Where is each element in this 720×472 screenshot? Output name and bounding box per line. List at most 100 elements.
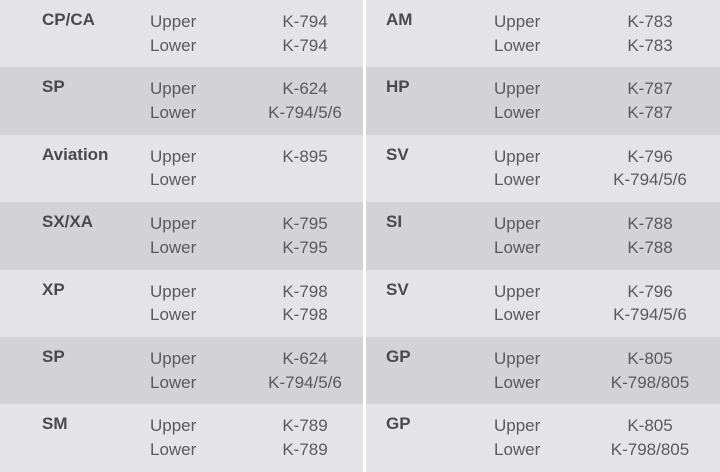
part-codes: K-794 K-794: [250, 10, 360, 57]
lower-code: K-794/5/6: [268, 372, 342, 392]
position-labels: Upper Lower: [494, 145, 540, 192]
position-labels: Upper Lower: [494, 280, 540, 327]
table-row: Aviation Upper Lower K-895: [0, 134, 363, 203]
position-labels: Upper Lower: [150, 145, 196, 192]
lower-label: Lower: [150, 170, 197, 190]
position-labels: Upper Lower: [150, 280, 196, 327]
part-codes: K-624 K-794/5/6: [250, 347, 360, 394]
lower-label: Lower: [494, 35, 541, 55]
position-labels: Upper Lower: [150, 347, 196, 394]
position-labels: Upper Lower: [494, 10, 540, 57]
lower-label: Lower: [494, 372, 541, 392]
lower-label: Lower: [150, 237, 197, 257]
position-labels: Upper Lower: [150, 10, 196, 57]
part-codes: K-895: [250, 145, 360, 169]
upper-label: Upper: [494, 416, 541, 436]
upper-label: Upper: [150, 214, 197, 234]
model-name: CP/CA: [42, 10, 95, 29]
part-codes: K-795 K-795: [250, 212, 360, 259]
upper-code: K-895: [282, 146, 328, 166]
part-codes: K-798 K-798: [250, 280, 360, 327]
model-name: SV: [386, 279, 409, 299]
table-row: SI Upper Lower K-788 K-788: [366, 202, 720, 270]
part-codes: K-783 K-783: [595, 10, 705, 57]
lower-code: K-783: [627, 35, 673, 55]
position-labels: Upper Lower: [150, 77, 196, 124]
lower-code: K-798: [282, 305, 328, 325]
lower-code: K-788: [627, 237, 673, 257]
lower-label: Lower: [150, 305, 197, 325]
lower-label: Lower: [494, 102, 541, 122]
model-name: HP: [386, 77, 410, 97]
table-row: GP Upper Lower K-805 K-798/805: [366, 404, 720, 472]
lower-label: Lower: [150, 372, 197, 392]
lower-code: K-794/5/6: [613, 305, 687, 325]
model-name: SV: [386, 144, 409, 164]
table-row: AM Upper Lower K-783 K-783: [366, 0, 720, 68]
model-name: Aviation: [42, 144, 109, 164]
lower-code: K-798/805: [610, 372, 690, 392]
upper-code: K-624: [282, 79, 328, 99]
upper-label: Upper: [150, 416, 197, 436]
upper-code: K-795: [282, 214, 328, 234]
upper-code: K-798: [282, 281, 328, 301]
lower-code: K-789: [282, 439, 328, 459]
upper-label: Upper: [494, 281, 541, 301]
upper-label: Upper: [150, 349, 197, 368]
table-row: SV Upper Lower K-796 K-794/5/6: [366, 134, 720, 203]
part-codes: K-805 K-798/805: [595, 414, 705, 461]
model-name: GP: [386, 347, 411, 366]
position-labels: Upper Lower: [494, 347, 540, 394]
lower-label: Lower: [150, 102, 197, 122]
lower-label: Lower: [150, 439, 197, 459]
table-row: SX/XA Upper Lower K-795 K-795: [0, 202, 363, 270]
upper-label: Upper: [494, 214, 541, 234]
upper-code: K-624: [282, 349, 328, 368]
table-row: SV Upper Lower K-796 K-794/5/6: [366, 269, 720, 337]
upper-label: Upper: [150, 79, 197, 99]
lower-code: K-794/5/6: [268, 102, 342, 122]
model-name: SX/XA: [42, 212, 94, 232]
part-codes: K-624 K-794/5/6: [250, 77, 360, 124]
upper-code: K-796: [627, 146, 673, 166]
part-codes: K-787 K-787: [595, 77, 705, 124]
lower-label: Lower: [494, 237, 541, 257]
upper-label: Upper: [150, 146, 197, 166]
lower-label: Lower: [150, 35, 197, 55]
model-name: SI: [386, 212, 403, 232]
lower-code: K-798/805: [610, 439, 690, 459]
table-row: GP Upper Lower K-805 K-798/805: [366, 337, 720, 405]
table-row: SP Upper Lower K-624 K-794/5/6: [0, 67, 363, 135]
upper-label: Upper: [494, 12, 541, 31]
table-row: CP/CA Upper Lower K-794 K-794: [0, 0, 363, 68]
part-codes: K-805 K-798/805: [595, 347, 705, 394]
table-row: XP Upper Lower K-798 K-798: [0, 269, 363, 337]
model-name: SP: [42, 77, 65, 97]
upper-code: K-787: [627, 79, 673, 99]
position-labels: Upper Lower: [494, 414, 540, 461]
upper-label: Upper: [150, 12, 197, 31]
upper-code: K-796: [627, 281, 673, 301]
upper-code: K-783: [627, 12, 673, 31]
model-name: GP: [386, 414, 411, 434]
lower-code: K-794/5/6: [613, 170, 687, 190]
model-name: XP: [42, 279, 65, 299]
position-labels: Upper Lower: [494, 212, 540, 259]
upper-code: K-794: [282, 12, 328, 31]
table-row: SM Upper Lower K-789 K-789: [0, 404, 363, 472]
model-name: SP: [42, 347, 65, 366]
upper-label: Upper: [494, 79, 541, 99]
upper-label: Upper: [150, 281, 197, 301]
model-name: AM: [386, 10, 413, 29]
position-labels: Upper Lower: [150, 212, 196, 259]
table-row: SP Upper Lower K-624 K-794/5/6: [0, 337, 363, 405]
position-labels: Upper Lower: [494, 77, 540, 124]
part-codes: K-796 K-794/5/6: [595, 145, 705, 192]
lower-label: Lower: [494, 305, 541, 325]
lower-code: K-795: [282, 237, 328, 257]
lower-code: K-794: [282, 35, 328, 55]
upper-code: K-805: [627, 349, 673, 368]
lower-code: K-787: [627, 102, 673, 122]
lower-label: Lower: [494, 170, 541, 190]
model-name: SM: [42, 414, 68, 434]
